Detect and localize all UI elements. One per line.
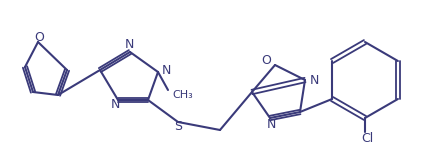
Text: O: O	[261, 53, 271, 67]
Text: O: O	[34, 31, 44, 44]
Text: N: N	[161, 64, 170, 76]
Text: N: N	[124, 37, 134, 51]
Text: CH₃: CH₃	[172, 90, 193, 100]
Text: S: S	[174, 120, 182, 133]
Text: N: N	[110, 99, 120, 112]
Text: N: N	[309, 73, 319, 87]
Text: N: N	[266, 117, 276, 131]
Text: Cl: Cl	[361, 132, 373, 144]
